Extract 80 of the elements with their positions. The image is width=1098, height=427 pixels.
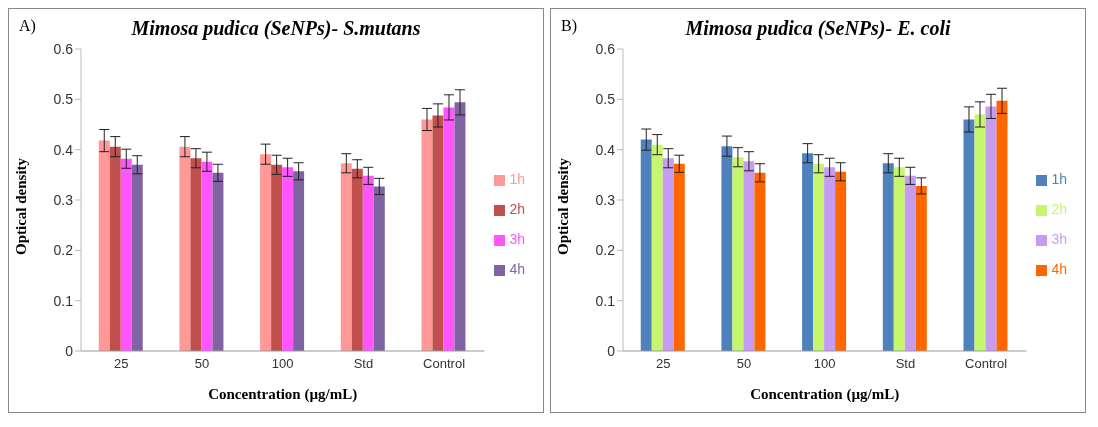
bar — [351, 168, 363, 351]
x-tick-label: Control — [423, 356, 466, 372]
bar — [421, 119, 433, 351]
bar — [824, 167, 836, 351]
bar — [98, 140, 110, 351]
bar — [651, 144, 663, 351]
x-tick-label: 25 — [656, 356, 671, 372]
bar — [662, 158, 674, 351]
bar — [340, 163, 352, 351]
text: B) — [561, 17, 577, 35]
legend-label: 4h — [1051, 261, 1067, 277]
chart-title: Mimosa pudica (SeNPs)- E. coli — [685, 17, 951, 39]
bar — [974, 114, 986, 351]
y-tick-label: 0.5 — [53, 91, 74, 108]
x-tick-label: Std — [895, 356, 916, 372]
bar — [131, 164, 143, 351]
y-tick-label: 0.6 — [53, 40, 74, 57]
legend-label: 3h — [509, 231, 525, 247]
bar — [282, 167, 294, 351]
x-axis-title: Concentration (µg/mL) — [208, 386, 358, 403]
y-tick-label: 0.2 — [595, 242, 616, 259]
bar — [963, 119, 975, 351]
y-tick-label: 0 — [607, 342, 616, 359]
bar — [743, 161, 755, 351]
bar — [802, 153, 814, 351]
bar — [190, 158, 202, 351]
bar — [882, 163, 894, 351]
x-tick-label: Control — [965, 356, 1008, 372]
bar — [721, 146, 733, 351]
bar — [454, 102, 466, 351]
x-tick-label: 100 — [813, 356, 836, 372]
y-tick-label: 0.3 — [595, 191, 616, 208]
legend-label: 2h — [509, 201, 525, 217]
y-tick-label: 0.1 — [53, 292, 74, 309]
y-tick-label: 0.2 — [53, 242, 74, 259]
bar — [673, 163, 685, 351]
bar — [373, 186, 385, 351]
bar — [120, 158, 132, 351]
bar — [362, 175, 374, 351]
bar — [179, 146, 191, 351]
y-axis-title: Optical density — [13, 157, 30, 255]
bar — [996, 100, 1008, 351]
y-tick-label: 0 — [65, 342, 74, 359]
bar — [271, 164, 283, 351]
bar — [835, 171, 847, 351]
bar — [915, 185, 927, 351]
bar — [212, 172, 224, 351]
bar — [260, 154, 272, 351]
legend-label: 2h — [1051, 201, 1067, 217]
bar — [293, 171, 305, 351]
legend-label: 1h — [1051, 171, 1067, 187]
bar — [732, 157, 744, 351]
legend-label: 3h — [1051, 231, 1067, 247]
bar — [813, 163, 825, 351]
bar — [754, 172, 766, 351]
bar — [904, 175, 916, 351]
y-tick-label: 0.4 — [53, 141, 74, 158]
y-tick-label: 0.3 — [53, 191, 74, 208]
x-tick-label: 25 — [114, 356, 129, 372]
bar — [201, 161, 213, 351]
y-tick-label: 0.5 — [595, 91, 616, 108]
bar — [985, 106, 997, 351]
legend-label: 4h — [509, 261, 525, 277]
bar — [443, 107, 455, 351]
chart-title: Mimosa pudica (SeNPs)- S.mutans — [131, 17, 421, 39]
bar — [893, 167, 905, 351]
bar — [432, 115, 444, 351]
y-tick-label: 0.6 — [595, 40, 616, 57]
x-axis-title: Concentration (µg/mL) — [750, 386, 900, 403]
y-tick-label: 0.4 — [595, 141, 616, 158]
x-tick-label: 50 — [194, 356, 210, 372]
bar — [640, 139, 652, 351]
legend-label: 1h — [509, 171, 525, 187]
x-tick-label: 50 — [736, 356, 752, 372]
text: A) — [19, 17, 36, 35]
x-tick-label: Std — [353, 356, 374, 372]
bar — [109, 146, 121, 351]
x-tick-label: 100 — [271, 356, 294, 372]
y-axis-title: Optical density — [555, 157, 572, 255]
y-tick-label: 0.1 — [595, 292, 616, 309]
